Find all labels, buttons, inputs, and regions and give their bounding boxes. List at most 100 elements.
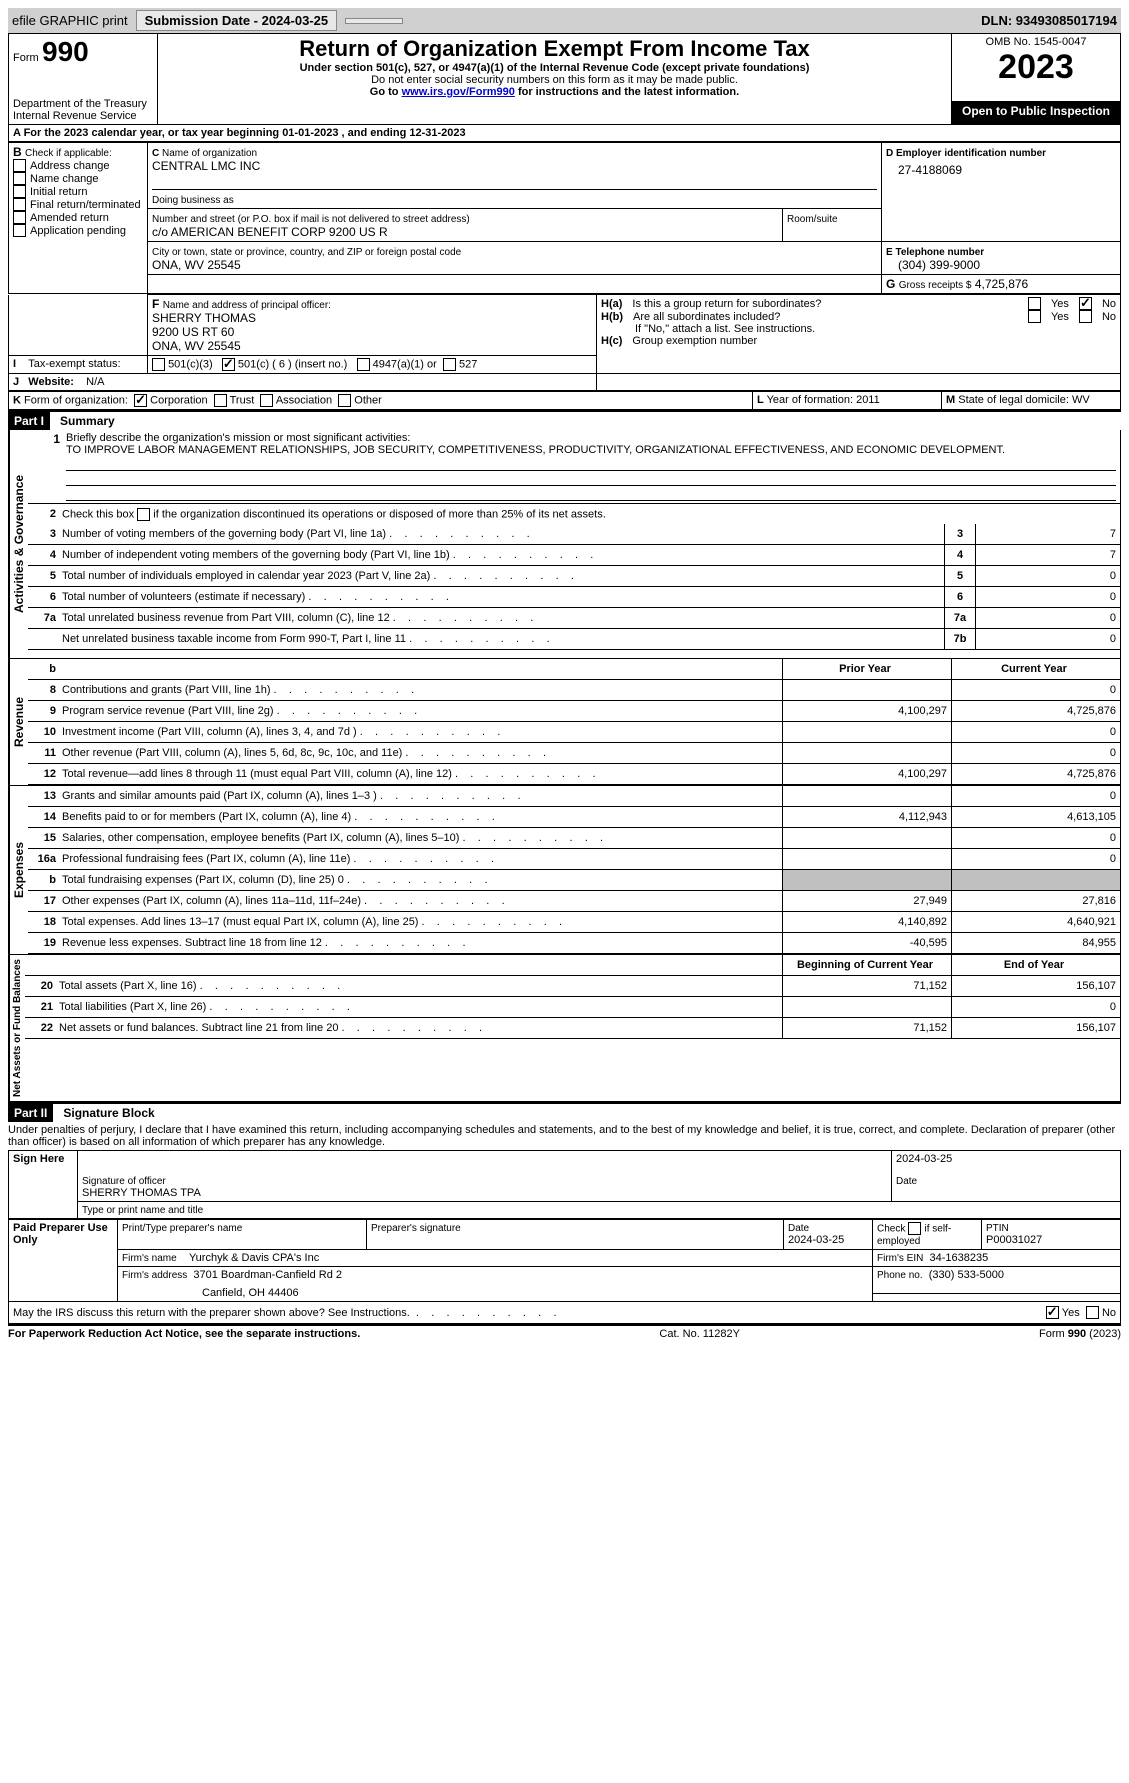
summary-line: 8 Contributions and grants (Part VIII, l…	[28, 680, 1120, 701]
current-year-value	[951, 870, 1120, 890]
summary-line: 22 Net assets or fund balances. Subtract…	[25, 1018, 1120, 1039]
line-desc: Total assets (Part X, line 16)	[59, 978, 782, 994]
name-change-checkbox[interactable]	[13, 172, 26, 185]
line-desc: Total number of individuals employed in …	[62, 568, 944, 584]
ha-no-checkbox[interactable]	[1079, 297, 1092, 310]
assoc-checkbox[interactable]	[260, 394, 273, 407]
corp-checkbox[interactable]	[134, 394, 147, 407]
yes-label: Yes	[1051, 298, 1069, 310]
line-desc: Number of voting members of the governin…	[62, 526, 944, 542]
line-num: 11	[28, 747, 62, 759]
line-desc: Benefits paid to or for members (Part IX…	[62, 809, 782, 825]
line-value: 7	[975, 524, 1120, 544]
opt3: 4947(a)(1) or	[373, 358, 437, 370]
527-checkbox[interactable]	[443, 358, 456, 371]
line-num: 9	[28, 705, 62, 717]
other-checkbox[interactable]	[338, 394, 351, 407]
amended-checkbox[interactable]	[13, 211, 26, 224]
prior-year-value	[782, 849, 951, 869]
prior-year-header: Prior Year	[782, 659, 951, 679]
b-label: B	[13, 145, 22, 159]
current-year-value: 156,107	[951, 1018, 1120, 1038]
4947-checkbox[interactable]	[357, 358, 370, 371]
hc-label: H(c)	[601, 335, 622, 347]
line-num: 17	[28, 895, 62, 907]
web-label: Website:	[28, 376, 74, 388]
app-pending-checkbox[interactable]	[13, 224, 26, 237]
hb-no-checkbox[interactable]	[1079, 310, 1092, 323]
irs-no-checkbox[interactable]	[1086, 1306, 1099, 1319]
netassets-vert-label: Net Assets or Fund Balances	[9, 955, 25, 1101]
part2-title: Signature Block	[53, 1106, 154, 1120]
addr-change-checkbox[interactable]	[13, 159, 26, 172]
efile-label: efile GRAPHIC print	[12, 13, 128, 28]
ha-yes-checkbox[interactable]	[1028, 297, 1041, 310]
prior-year-value	[782, 786, 951, 806]
check-applicable: Check if applicable:	[25, 148, 112, 159]
form-org-label: Form of organization:	[24, 394, 128, 406]
hc-text: Group exemption number	[632, 335, 757, 347]
j-label: J	[13, 376, 19, 388]
summary-line: 13 Grants and similar amounts paid (Part…	[28, 786, 1120, 807]
line2-checkbox[interactable]	[137, 508, 150, 521]
declaration-text: Under penalties of perjury, I declare th…	[8, 1122, 1121, 1150]
submission-date-btn[interactable]: Submission Date - 2024-03-25	[136, 10, 338, 31]
hb-text: Are all subordinates included?	[633, 311, 1018, 323]
form-label: Form	[13, 52, 39, 64]
city-value: ONA, WV 25545	[152, 258, 241, 272]
prior-year-value: 4,140,892	[782, 912, 951, 932]
date-label: Date	[896, 1176, 917, 1187]
trust-checkbox[interactable]	[214, 394, 227, 407]
line-value: 0	[975, 566, 1120, 586]
line-num: 18	[28, 916, 62, 928]
part2-header-row: Part II Signature Block	[8, 1102, 1121, 1122]
summary-line: 14 Benefits paid to or for members (Part…	[28, 807, 1120, 828]
sign-here-label: Sign Here	[9, 1151, 78, 1219]
self-emp-checkbox[interactable]	[908, 1222, 921, 1235]
initial-return-checkbox[interactable]	[13, 185, 26, 198]
prior-year-value	[782, 997, 951, 1017]
beg-year-header: Beginning of Current Year	[782, 955, 951, 975]
line-num: 19	[28, 937, 62, 949]
501c-checkbox[interactable]	[222, 358, 235, 371]
irs-yes: Yes	[1062, 1307, 1080, 1319]
expenses-section: Expenses 13 Grants and similar amounts p…	[8, 785, 1121, 954]
subtitle3-pre: Go to	[370, 86, 402, 98]
ha-text: Is this a group return for subordinates?	[632, 298, 1018, 310]
phone-no-label: Phone no.	[877, 1270, 923, 1281]
501c3-checkbox[interactable]	[152, 358, 165, 371]
part1-title: Summary	[50, 414, 115, 428]
irs-yes-checkbox[interactable]	[1046, 1306, 1059, 1319]
addr-value: c/o AMERICAN BENEFIT CORP 9200 US R	[152, 225, 388, 239]
line-desc: Other expenses (Part IX, column (A), lin…	[62, 893, 782, 909]
line-desc: Investment income (Part VIII, column (A)…	[62, 724, 782, 740]
form-footer-label: Form 990 (2023)	[1039, 1328, 1121, 1340]
i-label: I	[13, 358, 16, 370]
paid-preparer-label: Paid Preparer Use Only	[9, 1220, 118, 1302]
blank-btn[interactable]	[345, 18, 403, 24]
current-year-value: 4,725,876	[951, 701, 1120, 721]
type-name-label: Type or print name and title	[82, 1205, 203, 1216]
summary-line: 12 Total revenue—add lines 8 through 11 …	[28, 764, 1120, 785]
gross-label: Gross receipts $	[899, 280, 972, 291]
dln-label: DLN: 93493085017194	[981, 13, 1117, 28]
current-year-value: 0	[951, 743, 1120, 763]
line-desc: Professional fundraising fees (Part IX, …	[62, 851, 782, 867]
l-label: L	[757, 394, 764, 406]
prep-sig-label: Preparer's signature	[371, 1223, 461, 1234]
prior-year-value: 4,112,943	[782, 807, 951, 827]
line-num: 7a	[28, 612, 62, 624]
k-label: K	[13, 394, 21, 406]
hb-yes-checkbox[interactable]	[1028, 310, 1041, 323]
tax-exempt-label: Tax-exempt status:	[28, 358, 120, 370]
open-public-box: Open to Public Inspection	[952, 101, 1121, 124]
final-return-checkbox[interactable]	[13, 198, 26, 211]
line-desc: Other revenue (Part VIII, column (A), li…	[62, 745, 782, 761]
firm-name: Yurchyk & Davis CPA's Inc	[189, 1252, 319, 1264]
prior-year-value: -40,595	[782, 933, 951, 953]
prior-year-value	[782, 722, 951, 742]
irs-link[interactable]: www.irs.gov/Form990	[402, 86, 515, 98]
line-num: 22	[25, 1022, 59, 1034]
line-num: b	[28, 874, 62, 886]
other-label: Other	[354, 394, 382, 406]
